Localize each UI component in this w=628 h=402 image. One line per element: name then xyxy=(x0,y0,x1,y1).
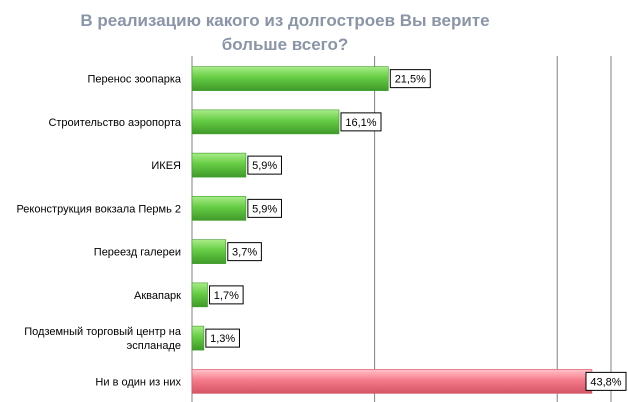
category-label-3: ИКЕЯ xyxy=(151,160,181,172)
value-label-box-8 xyxy=(585,371,627,391)
value-label-3: 5,9% xyxy=(252,160,277,172)
bars xyxy=(191,66,593,394)
value-label-7: 1,3% xyxy=(210,333,235,345)
category-label-4: Реконструкция вокзала Пермь 2 xyxy=(16,203,181,215)
chart-title-line-1: В реализацию какого из долгостроев Вы ве… xyxy=(80,11,489,30)
category-label-7-line-1: Подземный торговый центр на xyxy=(24,326,182,338)
bar-2 xyxy=(191,109,340,135)
bar-5 xyxy=(191,239,227,264)
value-label-box-1 xyxy=(389,69,431,89)
category-label-1: Перенос зоопарка xyxy=(87,74,181,86)
value-label-2: 16,1% xyxy=(345,117,376,129)
value-labels: 21,5% 16,1% 5,9% 5,9% 3,7% 1,7% 1,3% 43,8% xyxy=(205,69,627,391)
value-label-box-4 xyxy=(247,198,282,218)
value-label-box-6 xyxy=(209,285,244,305)
value-label-box-2 xyxy=(340,112,382,132)
value-label-4: 5,9% xyxy=(252,203,277,215)
value-label-box-3 xyxy=(247,155,282,175)
bar-1 xyxy=(191,66,389,91)
category-label-5: Переезд галереи xyxy=(94,247,181,259)
bar-4 xyxy=(191,196,247,221)
chart-title-line-2: больше всего? xyxy=(222,35,349,54)
value-label-box-7 xyxy=(205,328,240,348)
value-label-1: 21,5% xyxy=(395,74,426,86)
value-label-5: 3,7% xyxy=(232,247,257,259)
bar-8 xyxy=(191,369,593,394)
category-label-6: Аквапарк xyxy=(134,290,181,302)
category-label-8: Ни в один из них xyxy=(95,376,181,388)
category-label-2: Строительство аэропорта xyxy=(48,117,181,129)
category-label-7-line-2: эспланаде xyxy=(127,340,181,352)
chart-title: В реализацию какого из долгостроев Вы ве… xyxy=(80,11,489,54)
value-label-6: 1,7% xyxy=(214,290,239,302)
category-labels: Перенос зоопарка Строительство аэропорта И… xyxy=(16,74,181,389)
bar-3 xyxy=(191,152,247,178)
gridlines xyxy=(191,56,612,402)
value-label-box-5 xyxy=(227,242,262,262)
bar-6 xyxy=(191,282,208,308)
bar-7 xyxy=(191,325,205,351)
value-label-8: 43,8% xyxy=(590,376,621,388)
